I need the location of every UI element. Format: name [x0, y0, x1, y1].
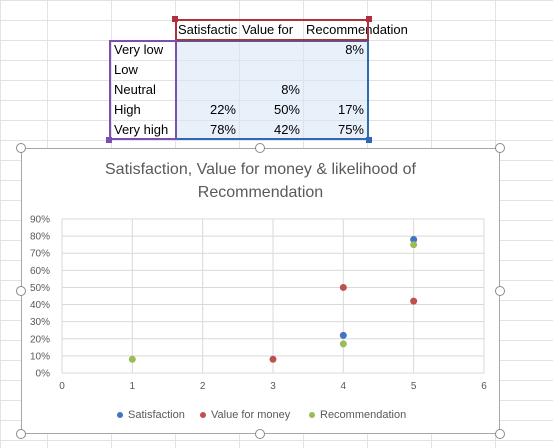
cell-very-high-satisfaction[interactable]: 78% [209, 122, 236, 137]
x-tick-label: 1 [130, 381, 136, 392]
cell-very-high-value[interactable]: 42% [273, 122, 300, 137]
y-tick-label: 50% [30, 283, 50, 294]
x-tick-label: 3 [270, 381, 276, 392]
legend-recommendation-label: Recommendation [320, 409, 407, 421]
chart-resize-handle-tm[interactable] [255, 143, 265, 153]
y-tick-label: 40% [30, 300, 50, 311]
data-point-satisfaction[interactable] [339, 331, 347, 339]
y-tick-label: 80% [30, 232, 50, 243]
legend-item-satisfaction[interactable]: Satisfaction [117, 409, 185, 421]
legend-satisfaction-marker [117, 412, 123, 419]
plot-area[interactable]: 0% 10% 20% 30% 40% 50% 60% 70% 80% 90% 0 1 2 3 4 5 6 [22, 149, 499, 433]
data-point-recommendation[interactable] [410, 241, 418, 249]
header-satisfaction[interactable]: Satisfactic [178, 22, 238, 37]
chart-resize-handle-br[interactable] [495, 429, 505, 439]
cell-high-satisfaction[interactable]: 22% [209, 102, 236, 117]
category-range-selection[interactable] [109, 40, 177, 140]
chart-resize-handle-mr[interactable] [495, 286, 505, 296]
data-point-value-for-money[interactable] [339, 283, 347, 291]
legend-recommendation-marker [309, 412, 315, 419]
cell-high-value[interactable]: 50% [273, 102, 300, 117]
data-point-value-for-money[interactable] [269, 355, 277, 363]
x-tick-label: 2 [200, 381, 206, 392]
series-name-range-selection[interactable] [175, 19, 369, 41]
red-range-handle-tr[interactable] [366, 16, 372, 22]
row-label-very-high[interactable]: Very high [114, 122, 169, 137]
y-tick-label: 90% [30, 215, 50, 226]
chart-resize-handle-bl[interactable] [16, 429, 26, 439]
header-recommendation[interactable]: Recommendation [306, 22, 408, 37]
data-point-value-for-money[interactable] [410, 297, 418, 305]
purple-range-handle-bl[interactable] [106, 137, 112, 143]
legend-satisfaction-label: Satisfaction [128, 409, 185, 421]
row-label-low[interactable]: Low [114, 62, 138, 77]
legend-item-value-for-money[interactable]: Value for money [200, 409, 290, 421]
row-label-neutral[interactable]: Neutral [114, 82, 156, 97]
y-tick-label: 10% [30, 351, 50, 362]
red-range-handle-tl[interactable] [172, 16, 178, 22]
x-tick-label: 4 [341, 381, 347, 392]
cell-very-high-recommendation[interactable]: 75% [337, 122, 364, 137]
x-tick-label: 5 [411, 381, 417, 392]
blue-range-handle-br[interactable] [366, 137, 372, 143]
legend-value-label: Value for money [211, 409, 291, 421]
y-tick-label: 70% [30, 249, 50, 260]
chart-title-line-1[interactable]: Satisfaction, Value for money & likeliho… [105, 161, 416, 178]
data-point-recommendation[interactable] [339, 340, 347, 348]
header-value-for-money[interactable]: Value for [242, 22, 294, 37]
chart-resize-handle-tl[interactable] [16, 143, 26, 153]
data-point-recommendation[interactable] [128, 355, 136, 363]
data-range-selection[interactable] [175, 40, 369, 140]
y-tick-label: 30% [30, 317, 50, 328]
y-tick-label: 60% [30, 266, 50, 277]
chart-resize-handle-tr[interactable] [495, 143, 505, 153]
row-label-high[interactable]: High [114, 102, 141, 117]
cell-neutral-value[interactable]: 8% [281, 82, 300, 97]
chart-resize-handle-ml[interactable] [16, 286, 26, 296]
legend-value-marker [200, 412, 206, 419]
data-point-satisfaction[interactable] [410, 236, 418, 244]
cell-high-recommendation[interactable]: 17% [337, 102, 364, 117]
row-label-very-low[interactable]: Very low [114, 42, 164, 57]
y-tick-label: 20% [30, 334, 50, 345]
cell-very-low-recommendation[interactable]: 8% [345, 42, 364, 57]
legend-item-recommendation[interactable]: Recommendation [309, 409, 406, 421]
chart-title-line-2[interactable]: Recommendation [197, 184, 324, 201]
x-tick-label: 0 [59, 381, 65, 392]
y-tick-label: 0% [36, 369, 51, 380]
x-tick-label: 6 [481, 381, 487, 392]
chart-resize-handle-bm[interactable] [255, 429, 265, 439]
scatter-chart[interactable]: Satisfaction, Value for money & likeliho… [21, 148, 500, 434]
